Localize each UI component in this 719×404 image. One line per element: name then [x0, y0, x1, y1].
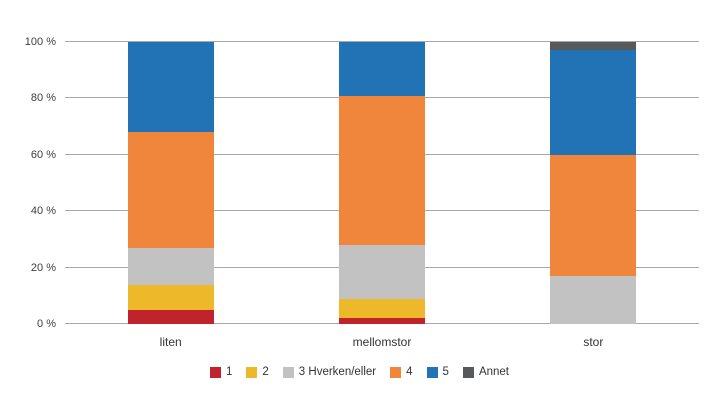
bar-stor [550, 42, 637, 324]
x-axis-label: stor [583, 335, 604, 349]
bar-liten [127, 42, 214, 324]
bar-segment-1 [127, 309, 214, 324]
legend-label: 2 [262, 366, 269, 378]
bar-segment-3-hverken/eller [339, 245, 425, 299]
bar-segment-2 [127, 284, 214, 310]
legend-label: 4 [406, 366, 413, 378]
bar-segment-4 [339, 95, 425, 246]
legend-swatch [390, 366, 402, 378]
y-tick-label: 100 % [24, 36, 56, 48]
bar-mellomstor [339, 42, 425, 324]
plot-area [65, 41, 699, 324]
y-tick-label: 40 % [30, 205, 56, 218]
bar-segment-5 [550, 50, 637, 155]
x-axis-label: liten [159, 335, 182, 349]
legend-swatch [426, 366, 438, 378]
legend-swatch [282, 366, 294, 378]
legend-swatch [462, 366, 474, 378]
y-tick-label: 20 % [30, 261, 56, 274]
legend-swatch [246, 366, 258, 378]
bar-segment-4 [127, 132, 214, 248]
bar-segment-4 [550, 154, 637, 277]
bar-segment-2 [339, 298, 425, 319]
bar-segment-annet [550, 42, 637, 51]
bar-segment-5 [127, 42, 214, 133]
bar-segment-1 [339, 318, 425, 324]
bar-segment-5 [339, 42, 425, 96]
legend-label: Annet [478, 366, 510, 378]
legend-item-5: 5 [426, 366, 449, 378]
gridline [65, 41, 699, 42]
legend-swatch [209, 366, 221, 378]
y-tick-label: 80 % [30, 92, 56, 105]
legend-item-3-hverken/eller: 3 Hverken/eller [282, 366, 377, 378]
y-tick-label: 60 % [30, 148, 56, 161]
y-tick-label: 0 % [37, 318, 56, 330]
legend-label: 3 Hverken/eller [298, 366, 377, 378]
legend-label: 1 [225, 366, 233, 378]
legend: 1 2 3 Hverken/eller 4 5 Annet [0, 366, 719, 378]
legend-label: 5 [442, 366, 449, 378]
x-axis-label: mellomstor [352, 335, 412, 349]
legend-item-annet: Annet [462, 366, 510, 378]
bar-segment-3-hverken/eller [550, 276, 637, 324]
legend-item-2: 2 [246, 366, 269, 378]
legend-item-4: 4 [390, 366, 413, 378]
bar-segment-3-hverken/eller [127, 247, 214, 285]
legend-item-1: 1 [209, 366, 233, 378]
